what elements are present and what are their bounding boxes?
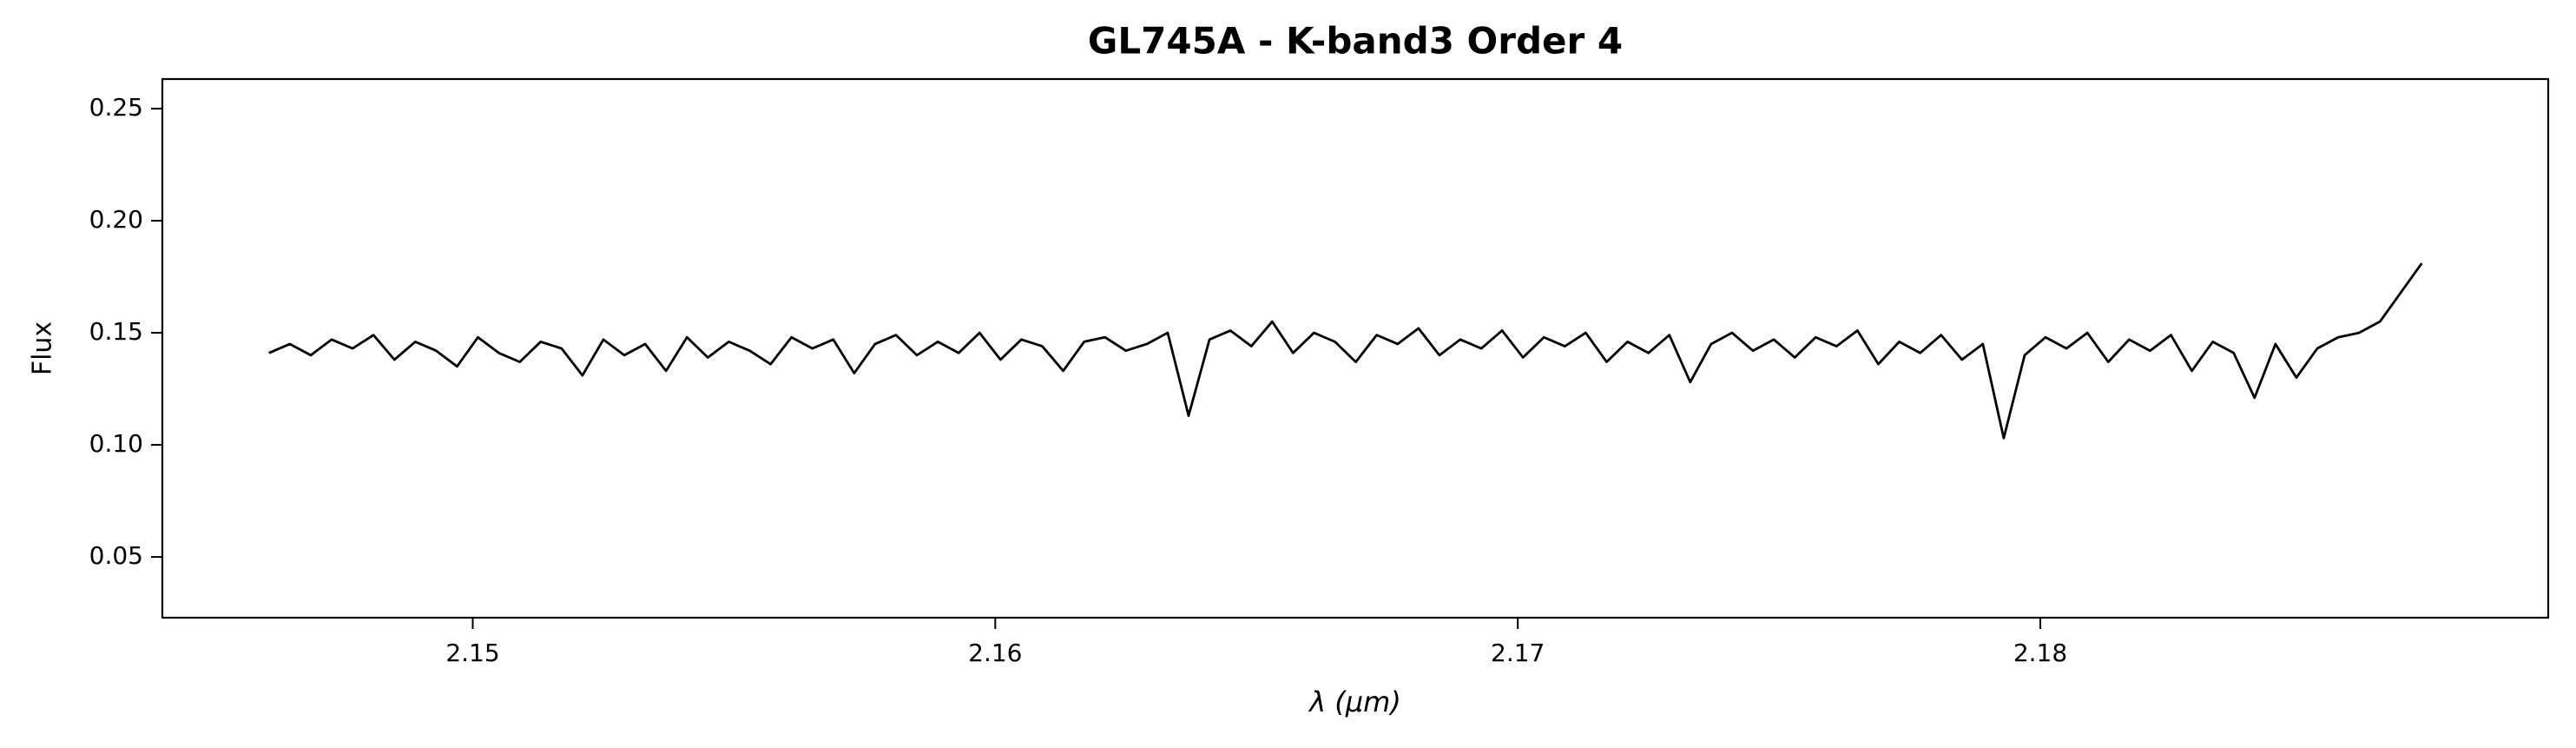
y-tick-label: 0.10 — [89, 429, 143, 458]
y-tick-label: 0.25 — [89, 93, 143, 122]
x-axis-label: λ (μm) — [1308, 685, 1401, 718]
y-tick-label: 0.20 — [89, 205, 143, 234]
plot-frame — [161, 77, 2550, 619]
y-tick-label: 0.15 — [89, 317, 143, 346]
x-tick-label: 2.15 — [445, 639, 499, 667]
x-tick-label: 2.17 — [1491, 639, 1545, 667]
y-axis-label: Flux — [28, 321, 58, 375]
x-tick-label: 2.16 — [968, 639, 1022, 667]
spectrum-line — [268, 262, 2423, 440]
chart-title: GL745A - K-band3 Order 4 — [1088, 20, 1623, 63]
y-tick-label: 0.05 — [89, 541, 143, 570]
x-tick-label: 2.18 — [2013, 639, 2067, 667]
